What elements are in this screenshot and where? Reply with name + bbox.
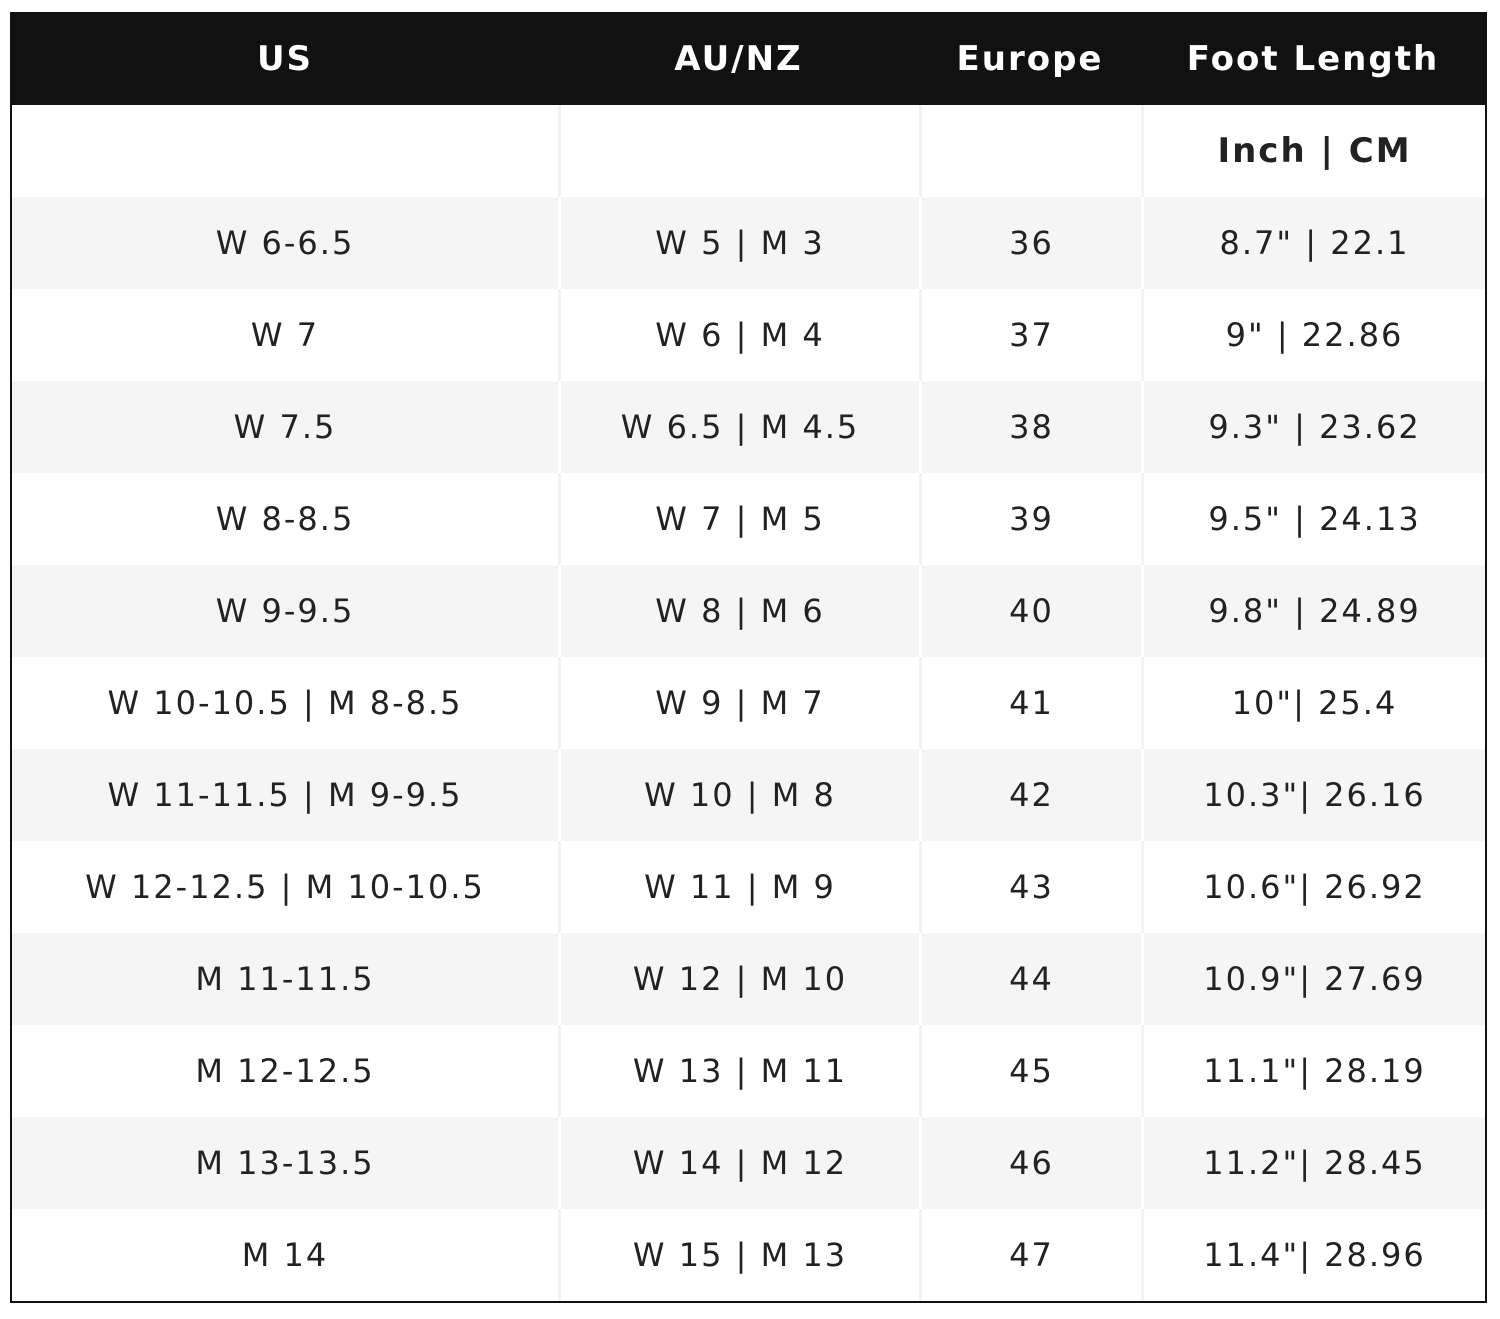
size-table: US AU/NZ Europe Foot Length Inch | CM W 6-6…: [10, 12, 1487, 1303]
header-row: US AU/NZ Europe Foot Length: [12, 12, 1485, 105]
table-row: W 9-9.5 W 8 | M 6 40 9.8" | 24.89: [12, 565, 1485, 657]
table-cell: 9.8" | 24.89: [1141, 565, 1485, 657]
table-cell: W 5 | M 3: [558, 197, 919, 289]
table-row: W 12-12.5 | M 10-10.5 W 11 | M 9 43 10.6"| …: [12, 841, 1485, 933]
table-cell: 11.4"| 28.96: [1141, 1209, 1485, 1301]
table-row: M 12-12.5 W 13 | M 11 45 11.1"| 28.19: [12, 1025, 1485, 1117]
table-cell: W 8-8.5: [215, 500, 355, 538]
table-cell: 40: [919, 565, 1141, 657]
table-cell: 39: [919, 473, 1141, 565]
cell: [919, 105, 1141, 197]
table-cell: 11.1"| 28.19: [1141, 1025, 1485, 1117]
table-cell: M 11-11.5: [195, 960, 375, 998]
table-cell: 46: [919, 1117, 1141, 1209]
cell: [558, 105, 919, 197]
table-cell: 10"| 25.4: [1141, 657, 1485, 749]
table-cell: 11.2"| 28.45: [1141, 1117, 1485, 1209]
table-cell: 45: [919, 1025, 1141, 1117]
table-cell: W 14 | M 12: [558, 1117, 919, 1209]
table-cell: W 11 | M 9: [558, 841, 919, 933]
table-cell: W 13 | M 11: [558, 1025, 919, 1117]
table-row: W 10-10.5 | M 8-8.5 W 9 | M 7 41 10"| 25.4: [12, 657, 1485, 749]
table-cell: W 9-9.5: [215, 592, 355, 630]
table-cell: W 12-12.5 | M 10-10.5: [85, 868, 485, 906]
table-cell: W 9 | M 7: [558, 657, 919, 749]
table-cell: 9.5" | 24.13: [1141, 473, 1485, 565]
table-cell: W 7 | M 5: [558, 473, 919, 565]
column-header: Foot Length: [1186, 38, 1440, 79]
table-cell: M 13-13.5: [195, 1144, 375, 1182]
cell: [12, 105, 558, 197]
table-cell: 42: [919, 749, 1141, 841]
table-cell: W 15 | M 13: [558, 1209, 919, 1301]
table-cell: 9" | 22.86: [1141, 289, 1485, 381]
table-cell: W 6.5 | M 4.5: [558, 381, 919, 473]
table-row: M 11-11.5 W 12 | M 10 44 10.9"| 27.69: [12, 933, 1485, 1025]
table-cell: 37: [919, 289, 1141, 381]
table-cell: W 6 | M 4: [558, 289, 919, 381]
table-cell: 44: [919, 933, 1141, 1025]
table-cell: W 10 | M 8: [558, 749, 919, 841]
table-cell: M 14: [241, 1236, 329, 1274]
table-cell: W 12 | M 10: [558, 933, 919, 1025]
table-cell: 9.3" | 23.62: [1141, 381, 1485, 473]
table-cell: W 6-6.5: [215, 224, 355, 262]
table-cell: 10.6"| 26.92: [1141, 841, 1485, 933]
subheader-row: Inch | CM: [12, 105, 1485, 197]
table-cell: 10.9"| 27.69: [1141, 933, 1485, 1025]
table-row: M 14 W 15 | M 13 47 11.4"| 28.96: [12, 1209, 1485, 1301]
table-cell: 41: [919, 657, 1141, 749]
table-row: W 7 W 6 | M 4 37 9" | 22.86: [12, 289, 1485, 381]
table-row: W 11-11.5 | M 9-9.5 W 10 | M 8 42 10.3"| 26…: [12, 749, 1485, 841]
table-cell: 36: [919, 197, 1141, 289]
unit-label: Inch | CM: [1141, 105, 1485, 197]
column-header: US: [256, 38, 314, 79]
table-cell: 8.7" | 22.1: [1141, 197, 1485, 289]
table-cell: 43: [919, 841, 1141, 933]
table-row: W 6-6.5 W 5 | M 3 36 8.7" | 22.1: [12, 197, 1485, 289]
table-cell: W 10-10.5 | M 8-8.5: [107, 684, 463, 722]
table-cell: 47: [919, 1209, 1141, 1301]
table-row: M 13-13.5 W 14 | M 12 46 11.2"| 28.45: [12, 1117, 1485, 1209]
table-cell: W 7: [250, 316, 320, 354]
table-row: W 7.5 W 6.5 | M 4.5 38 9.3" | 23.62: [12, 381, 1485, 473]
column-header: AU/NZ: [674, 38, 803, 79]
table-cell: W 7.5: [233, 408, 337, 446]
column-header: Europe: [956, 38, 1104, 79]
table-cell: W 8 | M 6: [558, 565, 919, 657]
table-cell: 10.3"| 26.16: [1141, 749, 1485, 841]
table-cell: 38: [919, 381, 1141, 473]
table-cell: M 12-12.5: [195, 1052, 375, 1090]
table-row: W 8-8.5 W 7 | M 5 39 9.5" | 24.13: [12, 473, 1485, 565]
table-cell: W 11-11.5 | M 9-9.5: [107, 776, 463, 814]
